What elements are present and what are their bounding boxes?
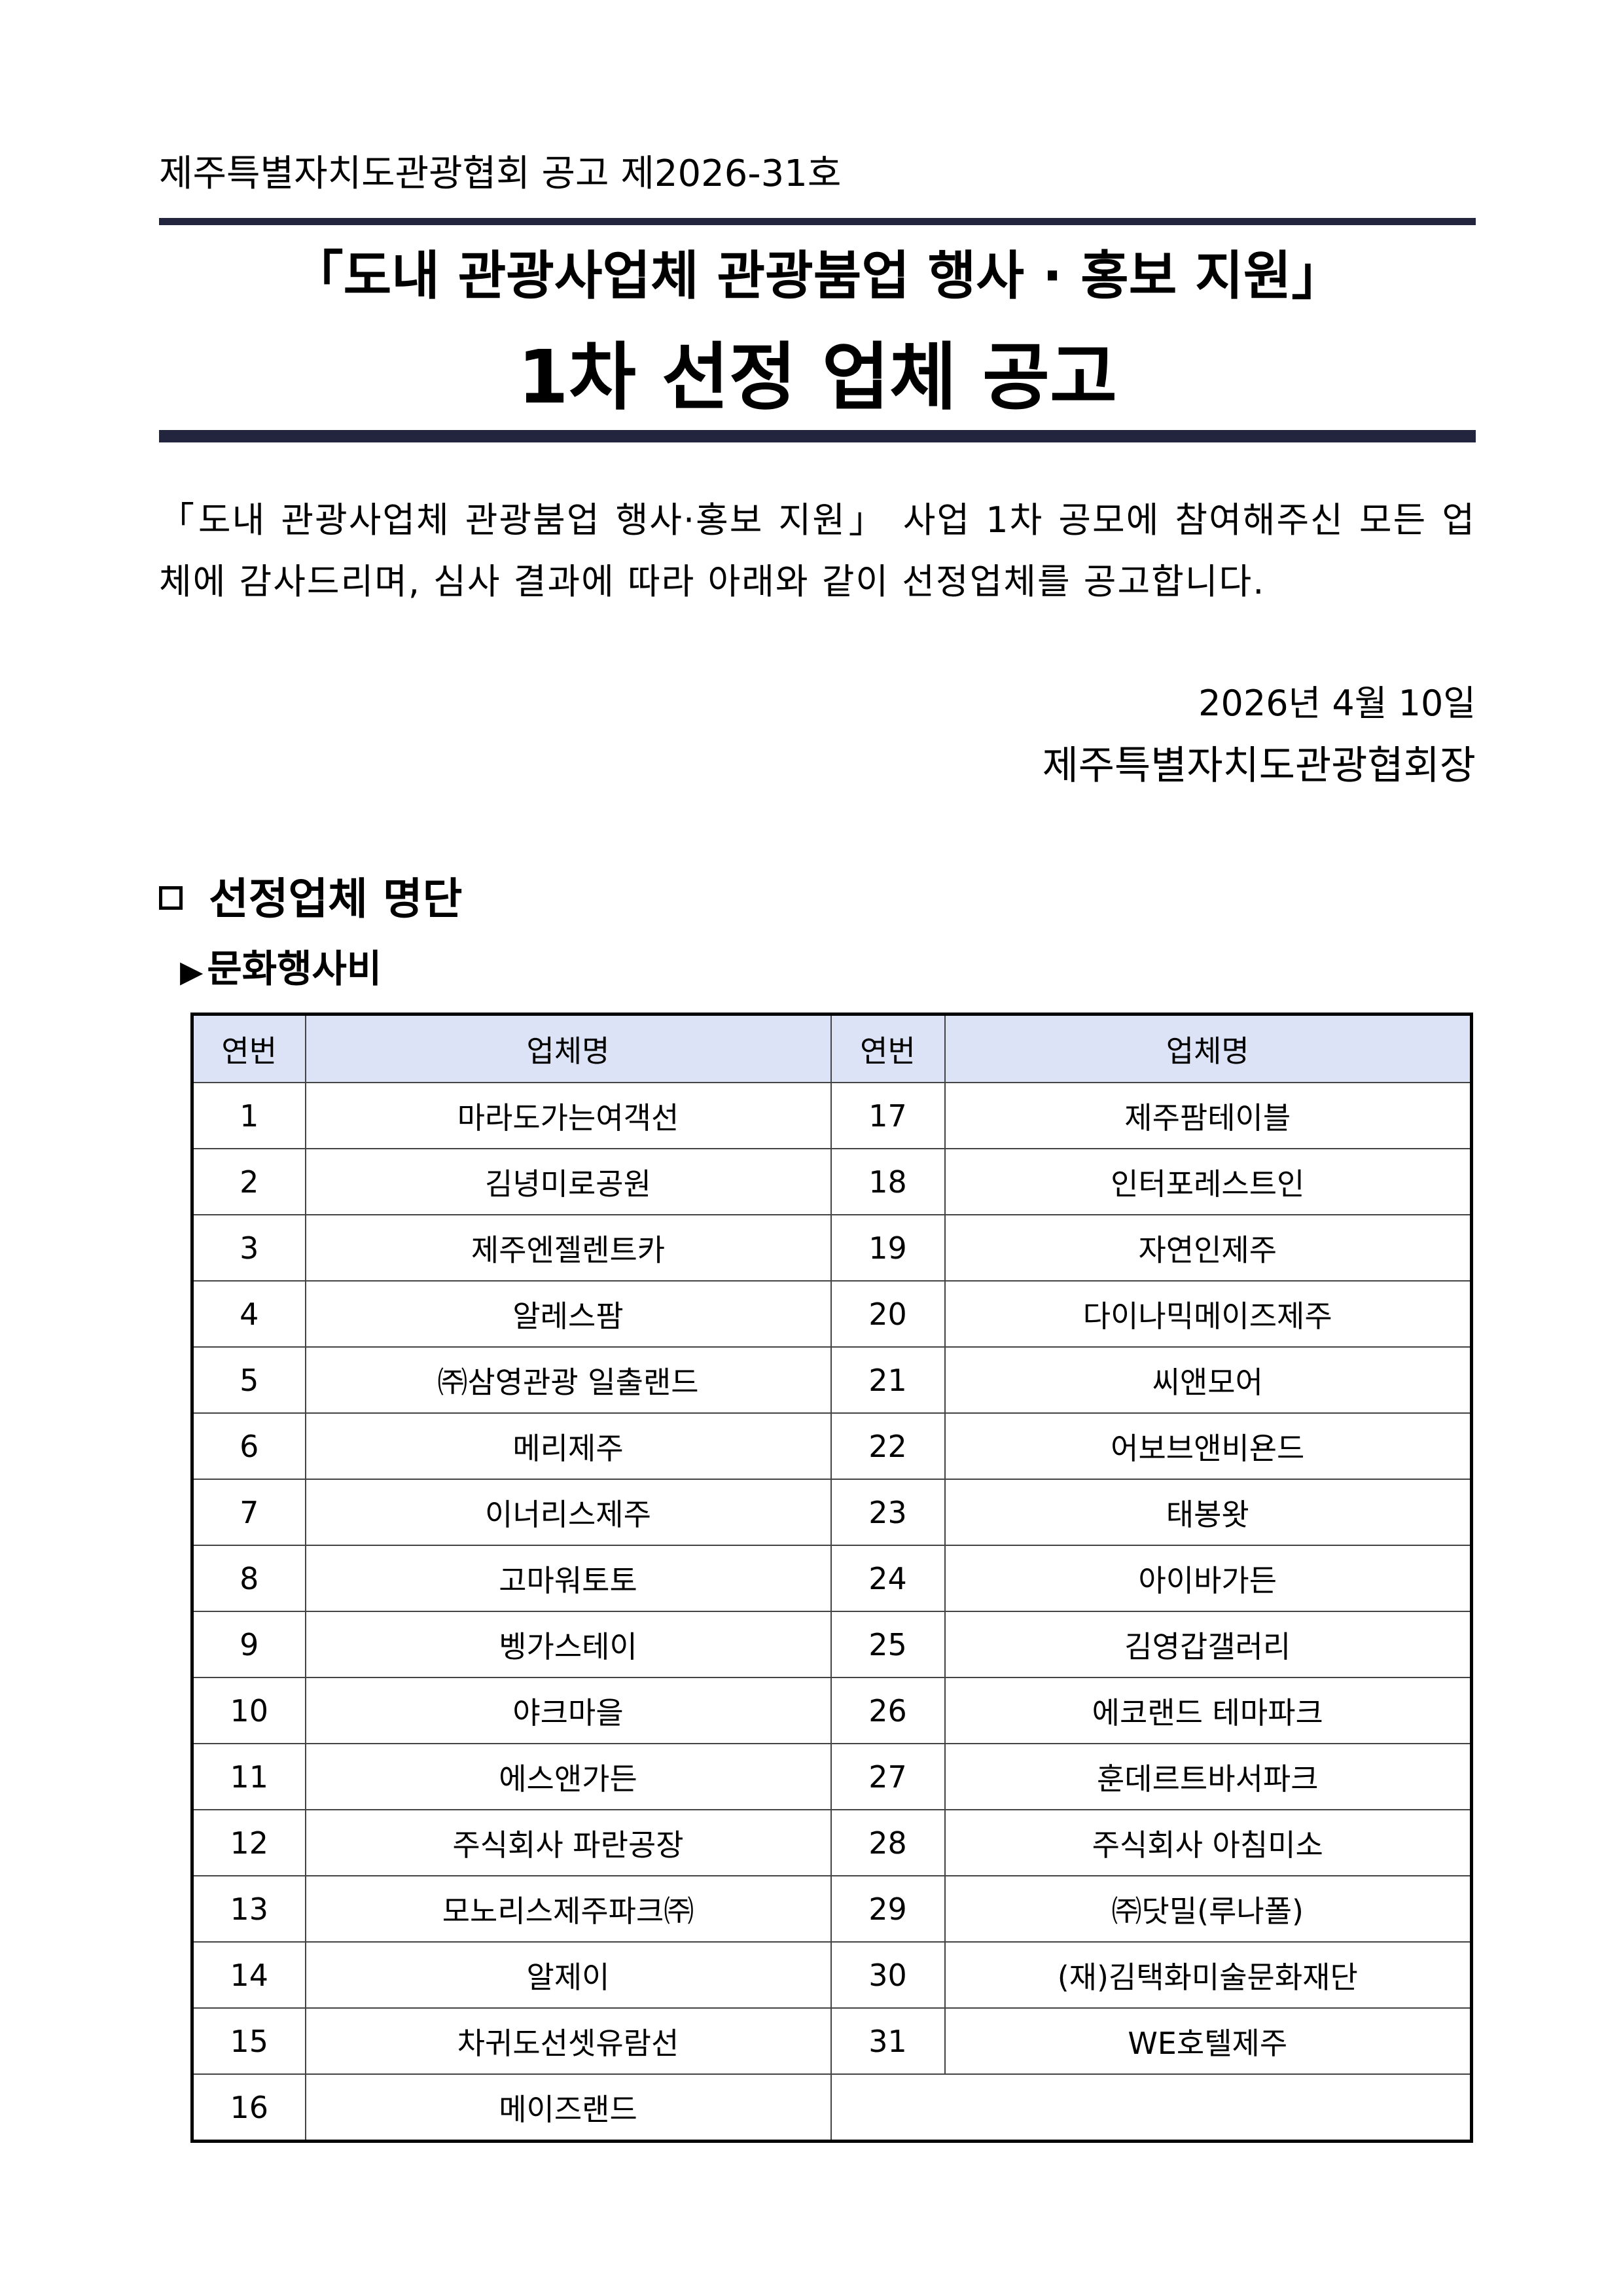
row-number: 23 xyxy=(830,1479,946,1546)
row-number: 4 xyxy=(191,1280,306,1348)
company-name: 메이즈랜드 xyxy=(304,2073,832,2142)
column-header-company: 업체명 xyxy=(944,1013,1472,1083)
company-name: 아이바가든 xyxy=(944,1545,1472,1612)
subsection-heading: ▶ 문화행사비 xyxy=(180,942,382,997)
empty-cell xyxy=(830,2073,1472,2142)
table-row: 11 에스앤가든 27 훈데르트바서파크 xyxy=(191,1743,1472,1810)
company-name: 주식회사 파란공장 xyxy=(304,1809,832,1876)
company-name: 인터포레스트인 xyxy=(944,1148,1472,1215)
table-row: 15 차귀도선셋유람선 31 WE호텔제주 xyxy=(191,2007,1472,2075)
table-row: 14 알제이 30 (재)김택화미술문화재단 xyxy=(191,1941,1472,2009)
table-row: 9 벵가스테이 25 김영갑갤러리 xyxy=(191,1611,1472,1678)
table-row: 6 메리제주 22 어보브앤비욘드 xyxy=(191,1412,1472,1480)
company-name: WE호텔제주 xyxy=(944,2007,1472,2075)
subsection-heading-text: 문화행사비 xyxy=(207,946,382,991)
company-name: 태봉왓 xyxy=(944,1479,1472,1546)
row-number: 31 xyxy=(830,2007,946,2075)
table-row: 7 이너리스제주 23 태봉왓 xyxy=(191,1479,1472,1546)
column-header-company: 업체명 xyxy=(304,1013,832,1083)
triangle-right-icon: ▶ xyxy=(180,954,204,989)
row-number: 19 xyxy=(830,1214,946,1282)
row-number: 24 xyxy=(830,1545,946,1612)
company-name: 이너리스제주 xyxy=(304,1479,832,1546)
bottom-divider xyxy=(159,430,1476,442)
company-name: ㈜삼영관광 일출랜드 xyxy=(304,1346,832,1414)
table-row: 3 제주엔젤렌트카 19 자연인제주 xyxy=(191,1214,1472,1282)
row-number: 9 xyxy=(191,1611,306,1678)
row-number: 20 xyxy=(830,1280,946,1348)
row-number: 13 xyxy=(191,1875,306,1943)
company-name: 마라도가는여객선 xyxy=(304,1082,832,1149)
company-name: 고마워토토 xyxy=(304,1545,832,1612)
company-name: 김녕미로공원 xyxy=(304,1148,832,1215)
row-number: 12 xyxy=(191,1809,306,1876)
row-number: 8 xyxy=(191,1545,306,1612)
company-name: 제주엔젤렌트카 xyxy=(304,1214,832,1282)
title-line-1: 「도내 관광사업체 관광붐업 행사 · 홍보 지원」 xyxy=(291,245,1344,306)
row-number: 2 xyxy=(191,1148,306,1215)
table-row: 4 알레스팜 20 다이나믹메이즈제주 xyxy=(191,1280,1472,1348)
section-heading: 선정업체 명단 xyxy=(159,870,462,928)
company-name: 자연인제주 xyxy=(944,1214,1472,1282)
company-name: 알레스팜 xyxy=(304,1280,832,1348)
row-number: 27 xyxy=(830,1743,946,1810)
company-name: ㈜닷밀(루나폴) xyxy=(944,1875,1472,1943)
selected-companies-table: 연번 업체명 연번 업체명 1 마라도가는여객선 17 제주팜테이블 2 김녕미로공원 18… xyxy=(190,1013,1473,2143)
row-number: 15 xyxy=(191,2007,306,2075)
row-number: 6 xyxy=(191,1412,306,1480)
company-name: 모노리스제주파크㈜ xyxy=(304,1875,832,1943)
row-number: 30 xyxy=(830,1941,946,2009)
row-number: 17 xyxy=(830,1082,946,1149)
intro-paragraph: 「도내 관광사업체 관광붐업 행사·홍보 지원」 사업 1차 공모에 참여해주신… xyxy=(159,499,1476,602)
company-name: 제주팜테이블 xyxy=(944,1082,1472,1149)
top-divider xyxy=(159,218,1476,225)
issuer: 제주특별자치도관광협회장 xyxy=(1042,743,1476,789)
row-number: 22 xyxy=(830,1412,946,1480)
table-row: 16 메이즈랜드 xyxy=(191,2073,1472,2142)
title-line-2: 1차 선정 업체 공고 xyxy=(517,335,1118,420)
table-header-row: 연번 업체명 연번 업체명 xyxy=(191,1013,1472,1083)
row-number: 5 xyxy=(191,1346,306,1414)
company-name: 메리제주 xyxy=(304,1412,832,1480)
company-name: 알제이 xyxy=(304,1941,832,2009)
row-number: 1 xyxy=(191,1082,306,1149)
notice-number: 제주특별자치도관광협회 공고 제2026-31호 xyxy=(159,152,842,195)
column-header-number: 연번 xyxy=(191,1013,306,1083)
table-row: 2 김녕미로공원 18 인터포레스트인 xyxy=(191,1148,1472,1215)
company-name: 김영갑갤러리 xyxy=(944,1611,1472,1678)
company-name: 어보브앤비욘드 xyxy=(944,1412,1472,1480)
table-row: 1 마라도가는여객선 17 제주팜테이블 xyxy=(191,1082,1472,1149)
company-name: 벵가스테이 xyxy=(304,1611,832,1678)
table-row: 13 모노리스제주파크㈜ 29 ㈜닷밀(루나폴) xyxy=(191,1875,1472,1943)
company-name: 주식회사 아침미소 xyxy=(944,1809,1472,1876)
company-name: 야크마을 xyxy=(304,1677,832,1744)
row-number: 14 xyxy=(191,1941,306,2009)
notice-date: 2026년 4월 10일 xyxy=(1198,683,1476,724)
company-name: 훈데르트바서파크 xyxy=(944,1743,1472,1810)
table-row: 5 ㈜삼영관광 일출랜드 21 씨앤모어 xyxy=(191,1346,1472,1414)
square-bullet-icon xyxy=(159,886,183,910)
table-row: 10 야크마을 26 에코랜드 테마파크 xyxy=(191,1677,1472,1744)
table-row: 12 주식회사 파란공장 28 주식회사 아침미소 xyxy=(191,1809,1472,1876)
row-number: 29 xyxy=(830,1875,946,1943)
row-number: 26 xyxy=(830,1677,946,1744)
row-number: 25 xyxy=(830,1611,946,1678)
section-heading-text: 선정업체 명단 xyxy=(209,874,463,924)
company-name: 다이나믹메이즈제주 xyxy=(944,1280,1472,1348)
row-number: 10 xyxy=(191,1677,306,1744)
table-row: 8 고마워토토 24 아이바가든 xyxy=(191,1545,1472,1612)
row-number: 11 xyxy=(191,1743,306,1810)
company-name: 에스앤가든 xyxy=(304,1743,832,1810)
row-number: 7 xyxy=(191,1479,306,1546)
row-number: 16 xyxy=(191,2073,306,2142)
company-name: (재)김택화미술문화재단 xyxy=(944,1941,1472,2009)
row-number: 3 xyxy=(191,1214,306,1282)
company-name: 차귀도선셋유람선 xyxy=(304,2007,832,2075)
column-header-number: 연번 xyxy=(830,1013,946,1083)
row-number: 18 xyxy=(830,1148,946,1215)
row-number: 28 xyxy=(830,1809,946,1876)
row-number: 21 xyxy=(830,1346,946,1414)
company-name: 씨앤모어 xyxy=(944,1346,1472,1414)
company-name: 에코랜드 테마파크 xyxy=(944,1677,1472,1744)
